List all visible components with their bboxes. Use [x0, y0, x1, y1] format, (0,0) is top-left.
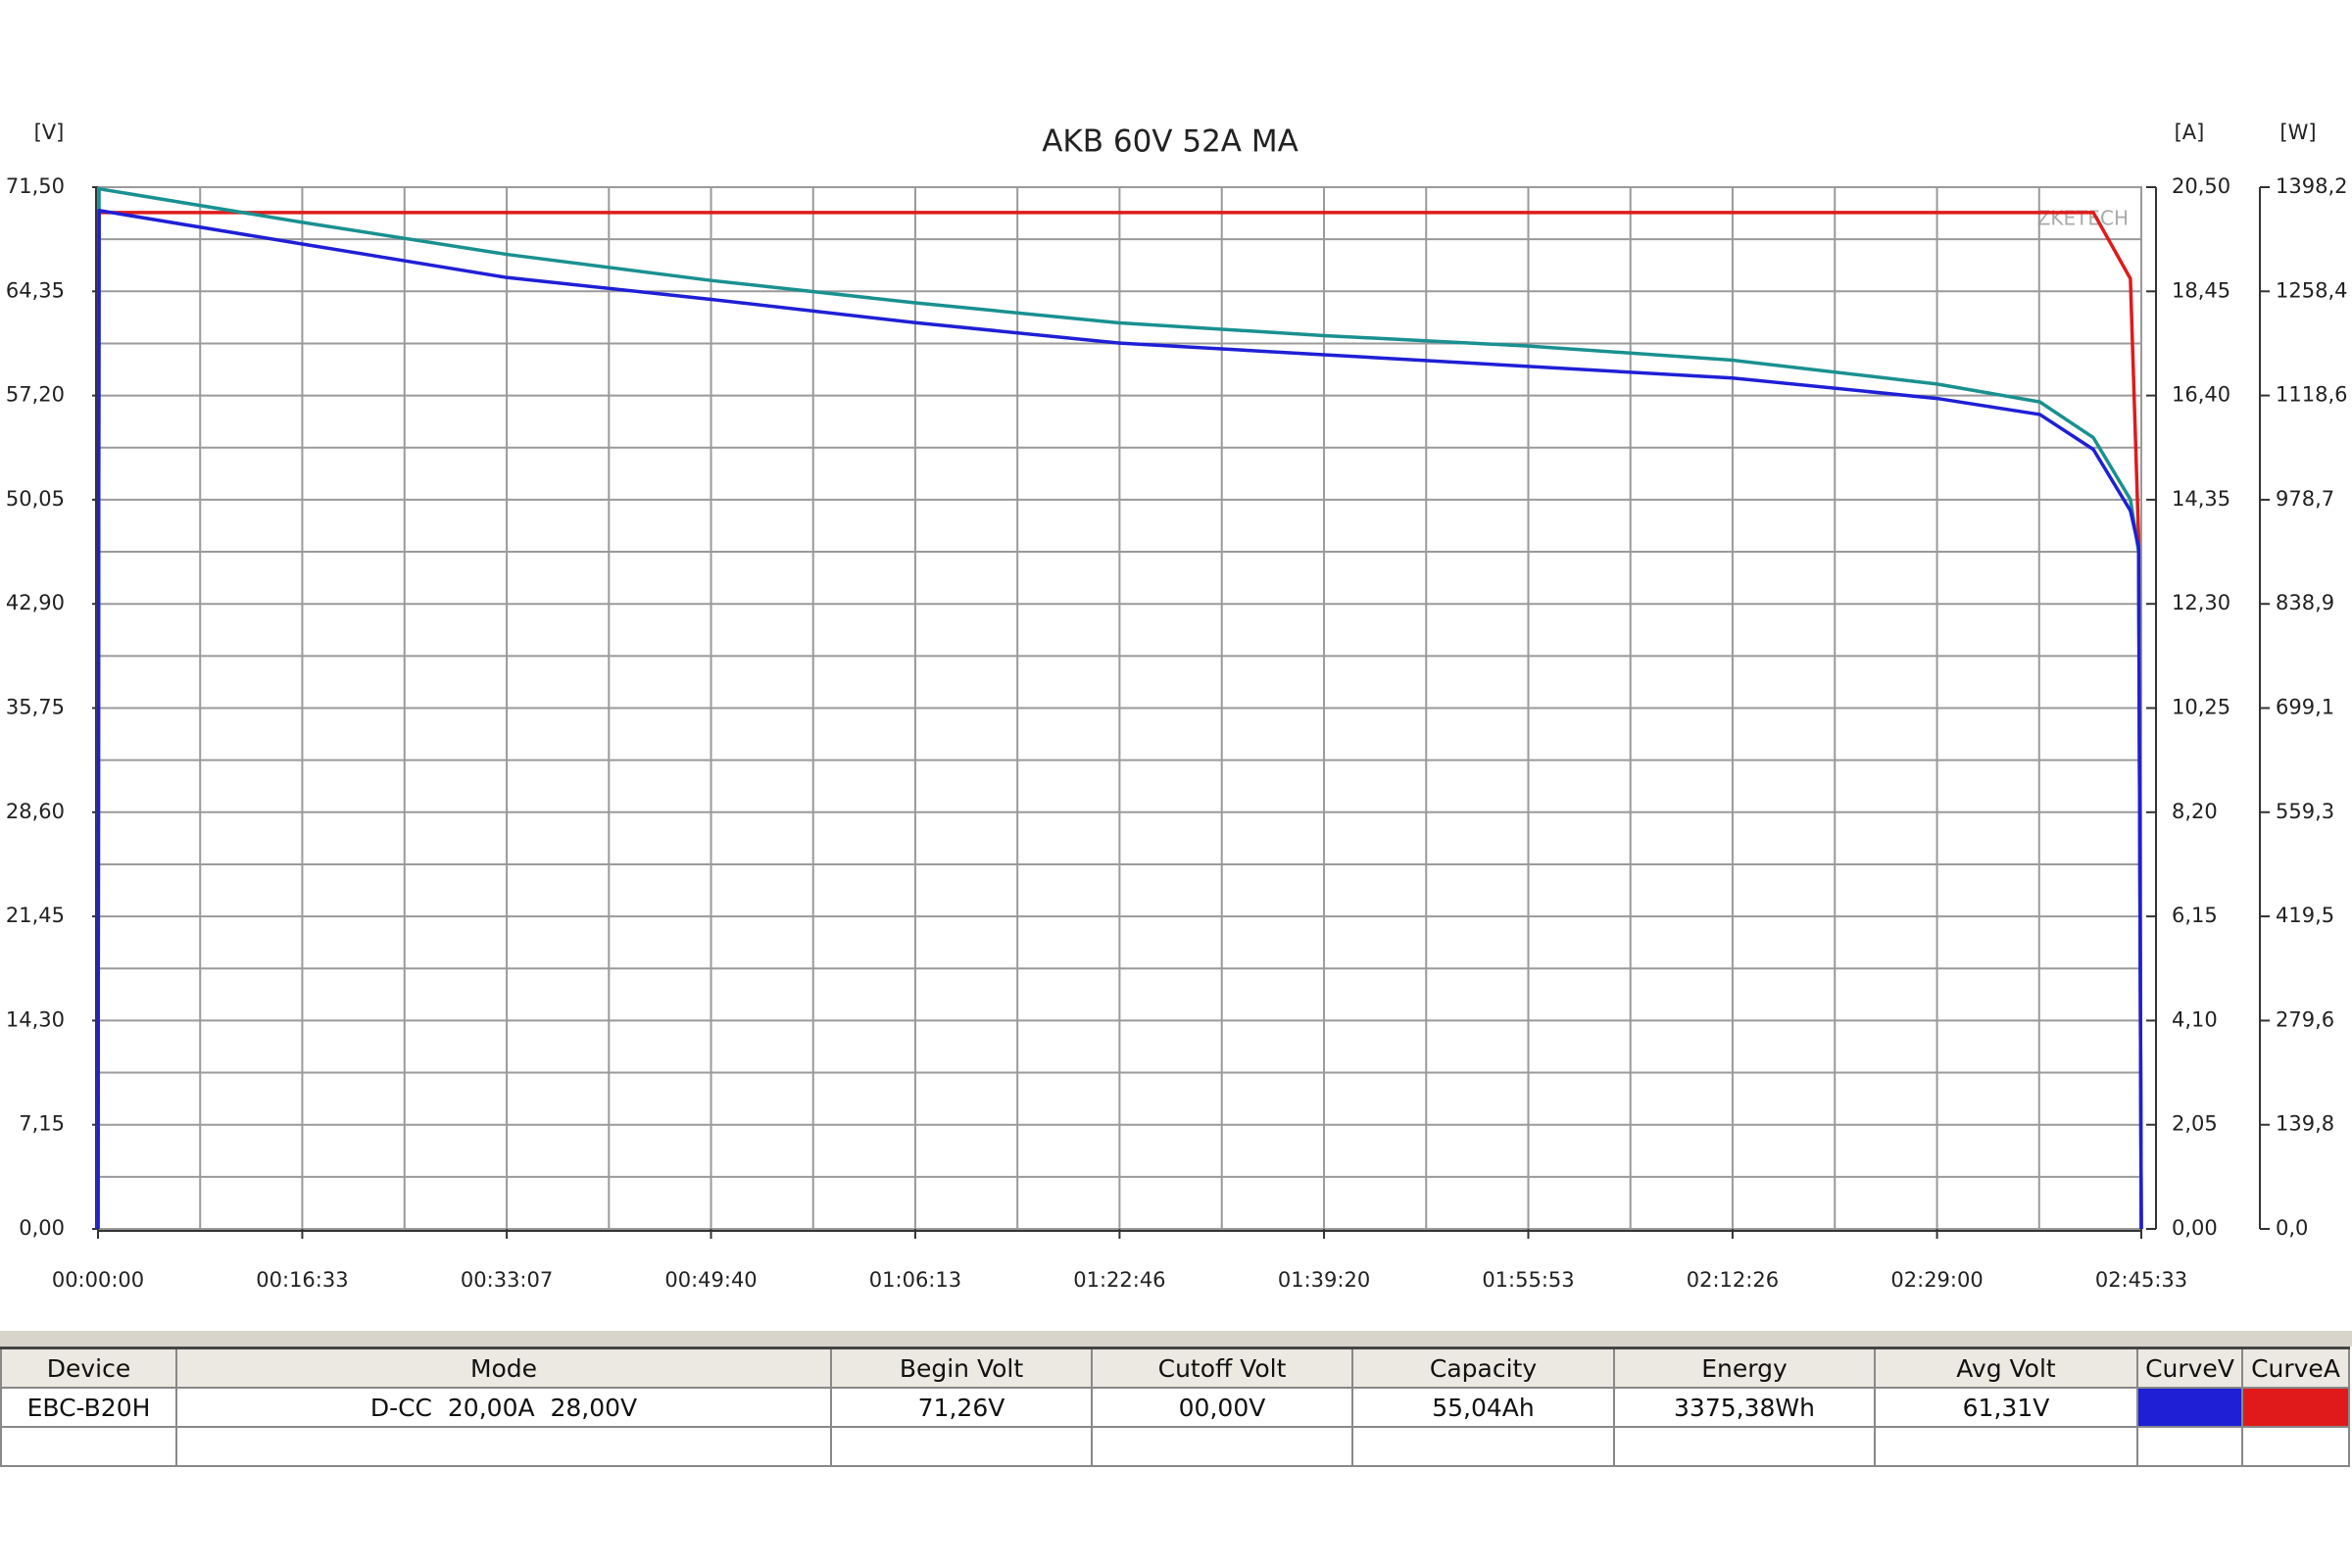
empty-cell [1351, 1426, 1615, 1467]
curve-color-cell [2241, 1387, 2350, 1428]
x-tick-label: 02:29:00 [1890, 1268, 1983, 1292]
empty-cell [175, 1426, 832, 1467]
chart: AKB 60V 52A MA [V] [A] [W] ZKETECH 0,00 7… [6, 121, 2348, 1292]
y3-tick-label: 559,3 [2276, 800, 2334, 823]
curve-color-cell [2136, 1387, 2243, 1428]
y2-tick-label: 18,45 [2172, 278, 2230, 302]
header-cell: Begin Volt [830, 1347, 1093, 1389]
watermark: ZKETECH [2037, 207, 2129, 230]
x-tick-label: 01:39:20 [1278, 1268, 1370, 1292]
empty-cell [1874, 1426, 2138, 1467]
empty-cell [830, 1426, 1093, 1467]
table-body: EBC-B20H D-CC 20,00A 28,00V 71,26V 00,00V 55… [0, 1387, 2350, 1467]
x-tick-label: 01:22:46 [1073, 1268, 1165, 1292]
empty-cell [0, 1426, 177, 1467]
y-tick-label: 14,30 [6, 1007, 65, 1031]
y-tick-label: 57,20 [6, 383, 65, 407]
x-tick-label: 01:55:53 [1482, 1268, 1574, 1292]
y-tick-label: 21,45 [6, 904, 65, 927]
header-row: Device Mode Begin Volt Cutoff Volt Capacity E… [0, 1347, 2350, 1389]
y-tick-label: 7,15 [19, 1112, 65, 1136]
table-cell: 61,31V [1874, 1387, 2138, 1428]
y-axis-label: [V] [34, 121, 65, 144]
header-cell: Mode [175, 1347, 832, 1389]
y-tick-label: 71,50 [6, 174, 65, 198]
y3-tick-label: 0,0 [2276, 1216, 2308, 1240]
y-tick-label: 35,75 [6, 696, 65, 719]
x-tick-label: 02:45:33 [2095, 1268, 2187, 1292]
y2-tick-label: 4,10 [2172, 1007, 2218, 1031]
y3-axis-label: [W] [2279, 121, 2316, 144]
empty-cell [2136, 1426, 2243, 1467]
y3-tick-label: 1118,6 [2276, 383, 2347, 407]
x-tick-label: 02:12:26 [1687, 1268, 1779, 1292]
y2-tick-label: 16,40 [2172, 383, 2230, 407]
y3-tick-label: 279,6 [2276, 1007, 2334, 1031]
table-cell: 55,04Ah [1351, 1387, 1615, 1428]
y-tick-label: 50,05 [6, 487, 65, 511]
y2-tick-label: 0,00 [2172, 1216, 2218, 1240]
table-cell: 00,00V [1091, 1387, 1353, 1428]
header-cell: Avg Volt [1874, 1347, 2138, 1389]
y3-tick-label: 699,1 [2276, 696, 2334, 719]
chart-title: AKB 60V 52A MA [1042, 124, 1298, 160]
table: Device Mode Begin Volt Cutoff Volt Capacity E… [0, 1347, 2350, 1467]
x-tick-label: 00:49:40 [664, 1268, 757, 1292]
x-tick-label: 00:16:33 [256, 1268, 348, 1292]
y2-axis-label: [A] [2175, 121, 2205, 144]
y3-tick-label: 139,8 [2276, 1112, 2334, 1136]
y3-tick-label: 1398,2 [2276, 174, 2347, 198]
empty-cell [1091, 1426, 1353, 1467]
y2-tick-label: 10,25 [2172, 696, 2230, 719]
header-cell: Cutoff Volt [1091, 1347, 1353, 1389]
table-row: EBC-B20H D-CC 20,00A 28,00V 71,26V 00,00V 55… [0, 1387, 2350, 1428]
header-cell: Device [0, 1347, 177, 1389]
y2-tick-label: 6,15 [2172, 904, 2218, 927]
table-cell: 3375,38Wh [1613, 1387, 1876, 1428]
table-cell: D-CC 20,00A 28,00V [175, 1387, 832, 1428]
y-tick-label: 0,00 [19, 1216, 65, 1240]
y-tick-label: 42,90 [6, 591, 65, 614]
series-line [96, 211, 2143, 1230]
header-cell: Energy [1613, 1347, 1876, 1389]
header-cell: Capacity [1351, 1347, 1615, 1389]
y3-tick-label: 978,7 [2276, 487, 2334, 511]
y3-tick-label: 838,9 [2276, 591, 2334, 614]
x-tick-label: 01:06:13 [869, 1268, 961, 1292]
series-line [96, 186, 2143, 1230]
empty-cell [2241, 1426, 2350, 1467]
empty-cell [1613, 1426, 1876, 1467]
y-tick-label: 28,60 [6, 800, 65, 823]
header-cell: CurveV [2136, 1347, 2243, 1389]
series-line [96, 209, 2143, 1230]
y2-tick-label: 14,35 [2172, 487, 2230, 511]
y2-tick-label: 20,50 [2172, 174, 2230, 198]
y2-tick-label: 12,30 [2172, 591, 2230, 614]
result-table: Device Mode Begin Volt Cutoff Volt Capacity E… [0, 1331, 2352, 1467]
y2-tick-label: 8,20 [2172, 800, 2218, 823]
y-tick-label: 64,35 [6, 278, 65, 302]
header-cell: CurveA [2241, 1347, 2350, 1389]
x-tick-label: 00:33:07 [461, 1268, 553, 1292]
table-cell: 71,26V [830, 1387, 1093, 1428]
y3-tick-label: 1258,4 [2276, 278, 2347, 302]
table-cell: EBC-B20H [0, 1387, 177, 1428]
empty-row [0, 1426, 2350, 1467]
x-tick-label: 00:00:00 [52, 1268, 144, 1292]
y2-tick-label: 2,05 [2172, 1112, 2218, 1136]
y3-tick-label: 419,5 [2276, 904, 2334, 927]
table-band [0, 1331, 2352, 1347]
